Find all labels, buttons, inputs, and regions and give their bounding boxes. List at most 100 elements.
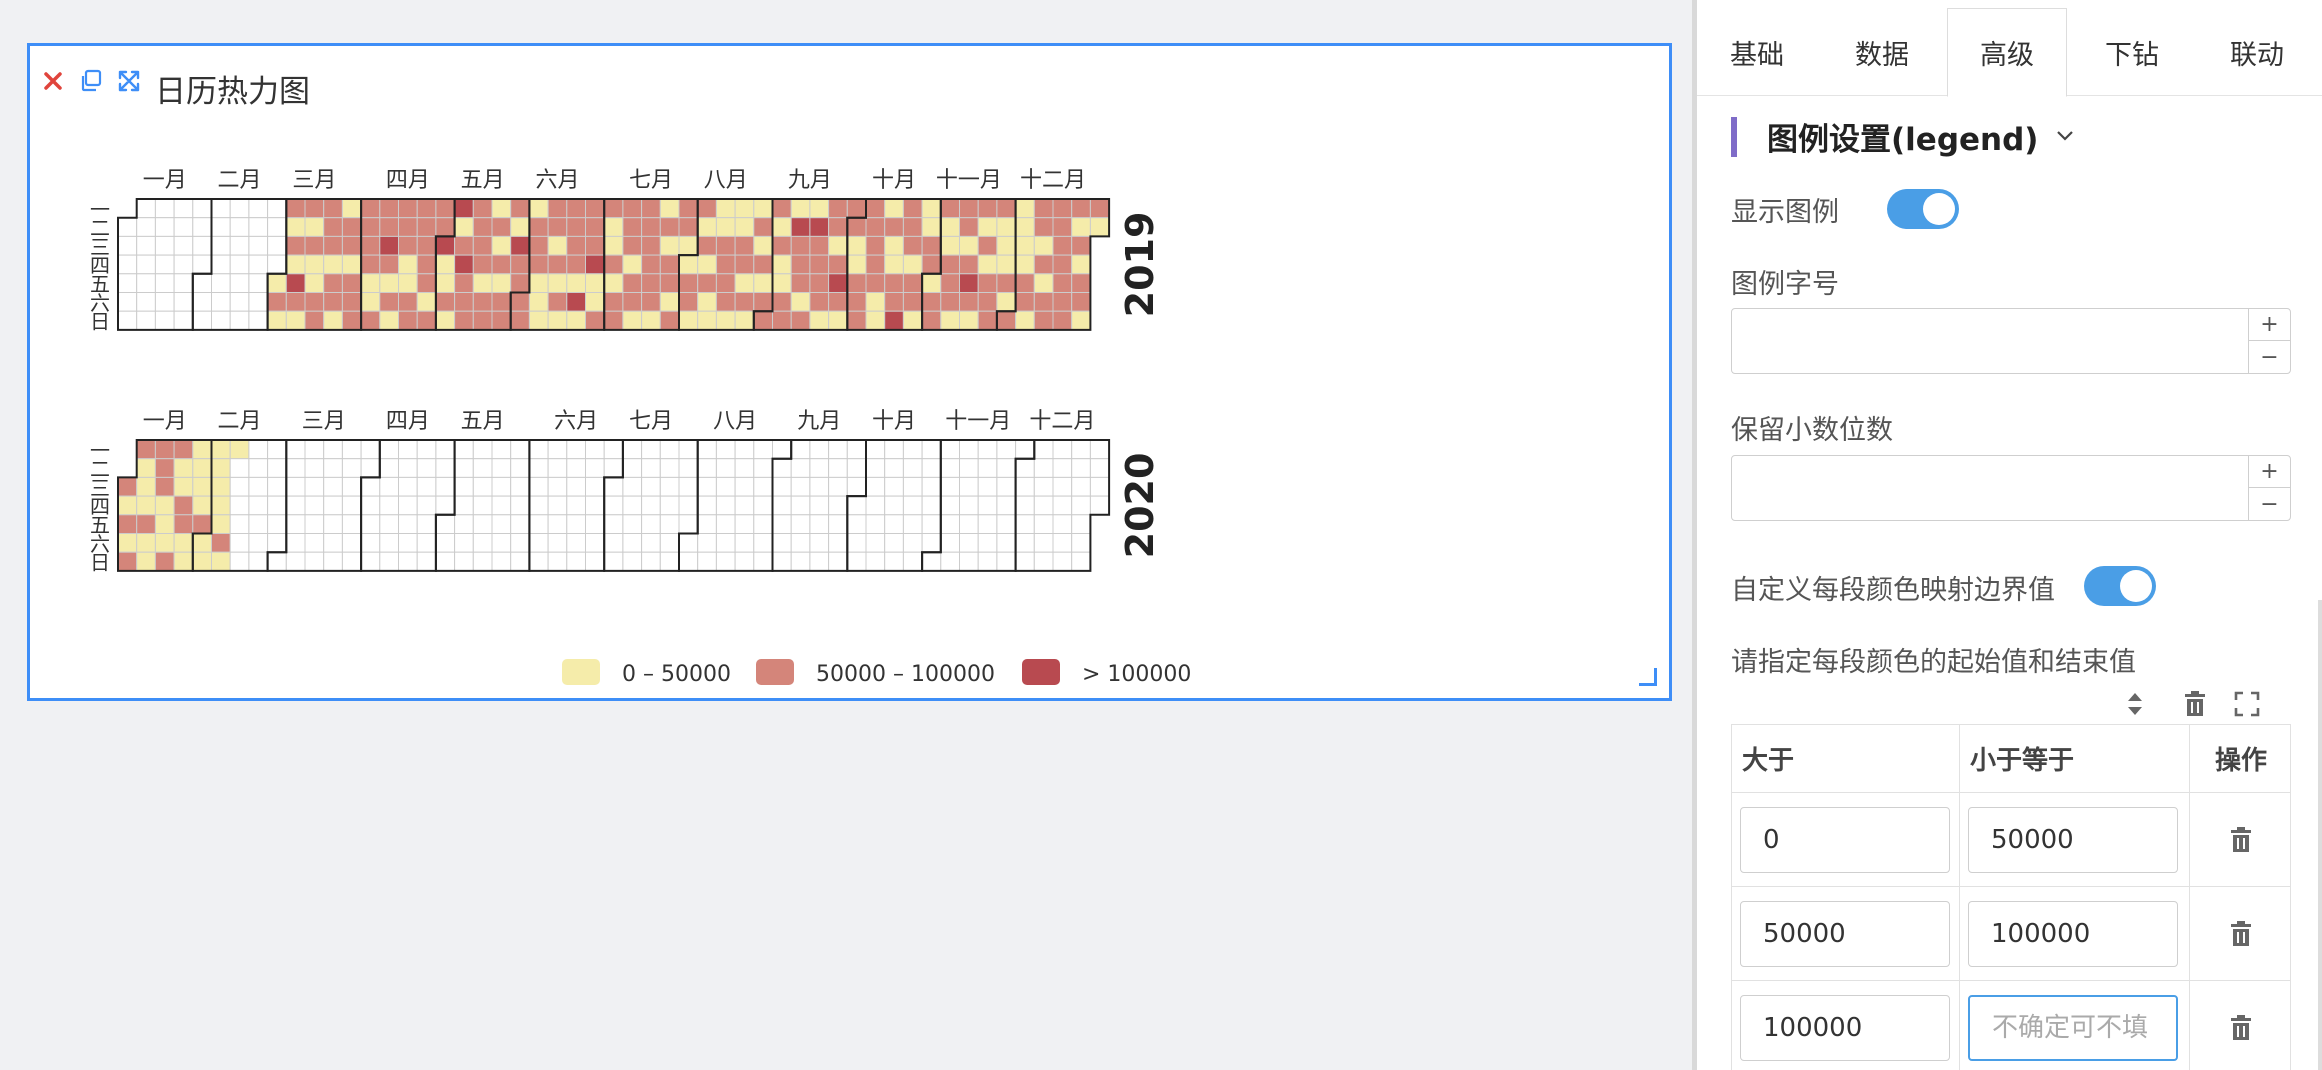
day-cell: [229, 514, 250, 534]
day-cell: [1052, 310, 1073, 331]
day-cell: [454, 254, 474, 275]
day-cell: [510, 533, 530, 553]
day-cell: [304, 514, 325, 534]
day-cell: [790, 235, 811, 256]
decrement-button[interactable]: −: [2248, 341, 2290, 373]
decrement-button[interactable]: −: [2248, 488, 2290, 520]
day-cell: [435, 495, 456, 516]
day-cell: [379, 235, 399, 256]
day-cell: [435, 551, 456, 572]
month-label: 十二月: [1020, 168, 1086, 193]
day-cell: [846, 551, 867, 572]
day-cell: [472, 551, 493, 572]
day-cell: [734, 476, 755, 497]
day-cell: [846, 533, 867, 553]
day-cell: [1015, 476, 1035, 497]
day-cell: [641, 439, 661, 460]
day-cell: [715, 217, 736, 237]
less-equal-input[interactable]: [1968, 995, 2178, 1061]
day-cell: [398, 476, 418, 497]
day-cell: [173, 235, 194, 256]
day-cell: [1052, 458, 1073, 478]
day-cell: [154, 495, 175, 516]
expand-icon[interactable]: [116, 68, 142, 94]
year-label: 2019: [1118, 212, 1162, 318]
tab-basic[interactable]: 基础: [1730, 39, 1784, 71]
tab-data[interactable]: 数据: [1855, 39, 1909, 71]
day-cell: [772, 495, 792, 516]
day-cell: [192, 476, 213, 497]
day-cell: [603, 495, 624, 516]
greater-than-input[interactable]: [1740, 995, 1950, 1061]
day-cell: [977, 551, 998, 572]
day-cell: [1015, 551, 1035, 572]
tab-advanced[interactable]: 高级: [1947, 8, 2067, 97]
custom-bounds-toggle[interactable]: [2084, 566, 2156, 606]
close-icon[interactable]: [40, 68, 66, 94]
day-cell: [454, 551, 474, 572]
day-cell: [921, 514, 942, 534]
panel-scrollbar[interactable]: [2318, 600, 2322, 1070]
show-legend-toggle[interactable]: [1887, 189, 1959, 229]
day-cell: [678, 292, 699, 312]
day-cell: [902, 495, 923, 516]
copy-icon[interactable]: [78, 68, 104, 94]
day-cell: [154, 310, 175, 331]
delete-row-icon[interactable]: [2224, 1011, 2258, 1045]
canvas-area: 日历热力图 一月 二月 三月 四月 五月 六月 七月 八月 九月 十月 十一月 十二月一二三四五六日 2…: [27, 43, 1672, 701]
day-cell: [398, 254, 418, 275]
delete-row-icon[interactable]: [2224, 917, 2258, 951]
day-cell: [173, 439, 194, 460]
day-cell: [1052, 198, 1073, 219]
day-cell: [1015, 217, 1035, 237]
day-cell: [828, 551, 848, 572]
month-label: 五月: [461, 168, 505, 193]
greater-than-input[interactable]: [1740, 901, 1950, 967]
day-cell: [117, 273, 138, 294]
day-cell: [940, 217, 960, 237]
day-cell: [1071, 273, 1091, 294]
day-cell: [753, 458, 773, 478]
resize-handle[interactable]: [1639, 668, 1657, 686]
day-cell: [603, 533, 624, 553]
day-cell: [940, 292, 960, 312]
day-cell: [1015, 198, 1035, 219]
legend-font-size-input[interactable]: [1732, 309, 2248, 373]
legend-label: 0 – 50000: [622, 662, 731, 687]
less-equal-input[interactable]: [1968, 901, 2178, 967]
day-cell: [341, 551, 362, 572]
calendar-heatmap-widget[interactable]: 日历热力图 一月 二月 三月 四月 五月 六月 七月 八月 九月 十月 十一月 十二月一二三四五六日 2…: [27, 43, 1672, 701]
day-cell: [1071, 292, 1091, 312]
less-equal-input[interactable]: [1968, 807, 2178, 873]
fullscreen-icon[interactable]: [2229, 686, 2265, 722]
day-cell: [865, 551, 886, 572]
day-cell: [229, 254, 250, 275]
day-cell: [1015, 533, 1035, 553]
day-cell: [136, 495, 156, 516]
trash-icon[interactable]: [2177, 686, 2213, 722]
tab-linkage[interactable]: 联动: [2230, 39, 2284, 71]
day-cell: [566, 217, 586, 237]
weekday-label: 二: [90, 457, 110, 481]
day-cell: [491, 273, 512, 294]
day-cell: [285, 254, 306, 275]
widget-title: 日历热力图: [155, 74, 310, 110]
increment-button[interactable]: +: [2248, 309, 2290, 341]
day-cell: [229, 198, 250, 219]
delete-row-icon[interactable]: [2224, 823, 2258, 857]
day-cell: [379, 533, 399, 553]
increment-button[interactable]: +: [2248, 456, 2290, 488]
day-cell: [715, 310, 736, 331]
sort-icon[interactable]: [2117, 686, 2153, 722]
decimal-places-input[interactable]: [1732, 456, 2248, 520]
day-cell: [603, 198, 624, 219]
day-cell: [341, 514, 362, 534]
day-cell: [454, 514, 474, 534]
day-cell: [622, 273, 643, 294]
greater-than-input[interactable]: [1740, 807, 1950, 873]
tab-drilldown[interactable]: 下钻: [2105, 39, 2159, 71]
day-cell: [435, 198, 456, 219]
day-cell: [491, 217, 512, 237]
legend-section-header[interactable]: 图例设置(legend): [1731, 114, 2074, 159]
day-cell: [996, 235, 1017, 256]
